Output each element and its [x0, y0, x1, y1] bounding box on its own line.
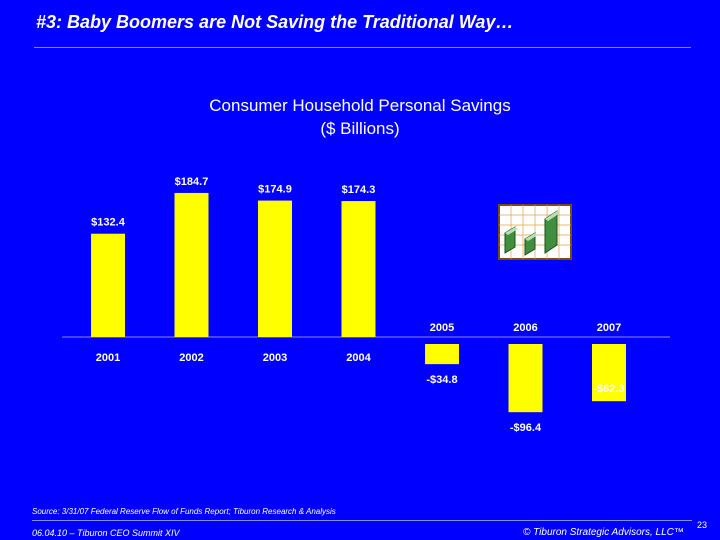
bar-2002: [174, 192, 209, 337]
data-label-2004: $174.3: [342, 184, 376, 196]
category-label-2007: 2007: [597, 322, 621, 334]
category-label-2001: 2001: [96, 352, 120, 364]
chart-title: Consumer Household Personal Savings ($ B…: [0, 94, 720, 140]
page-number: 23: [697, 520, 708, 530]
chart-title-line-1: Consumer Household Personal Savings: [209, 96, 511, 115]
category-label-2003: 2003: [263, 352, 287, 364]
data-label-2003: $174.9: [258, 184, 292, 196]
data-label-2007: -$82.3: [593, 383, 624, 395]
source-note: Source: 3/31/07 Federal Reserve Flow of …: [32, 507, 336, 516]
data-label-2005: -$34.8: [426, 374, 457, 386]
category-label-2004: 2004: [346, 352, 371, 364]
data-label-2006: -$96.4: [510, 422, 542, 434]
bar-2007: [592, 344, 626, 402]
data-label-2002: $184.7: [175, 176, 209, 188]
bar-2001: [91, 233, 125, 337]
slide-title: #3: Baby Boomers are Not Saving the Trad…: [36, 12, 514, 32]
footer-copyright: © Tiburon Strategic Advisors, LLC™: [523, 527, 684, 538]
footer-divider: [32, 520, 692, 521]
bar-2004: [341, 201, 376, 337]
bar-2005: [425, 344, 459, 365]
category-label-2006: 2006: [513, 322, 537, 334]
category-label-2002: 2002: [179, 352, 203, 364]
bar-2006: [508, 344, 543, 413]
growth-chart-icon: [498, 204, 572, 260]
bar-2003: [258, 200, 292, 337]
savings-bar-chart: 2001 $132.4 2002 $184.7 2003 $174.9 2004 $174.3…: [62, 176, 670, 434]
chart-title-line-2: ($ Billions): [320, 119, 400, 138]
data-label-2001: $132.4: [91, 217, 126, 229]
footer-event-label: 06.04.10 – Tiburon CEO Summit XIV: [32, 528, 180, 538]
title-divider: [34, 47, 691, 48]
category-label-2005: 2005: [430, 322, 454, 334]
